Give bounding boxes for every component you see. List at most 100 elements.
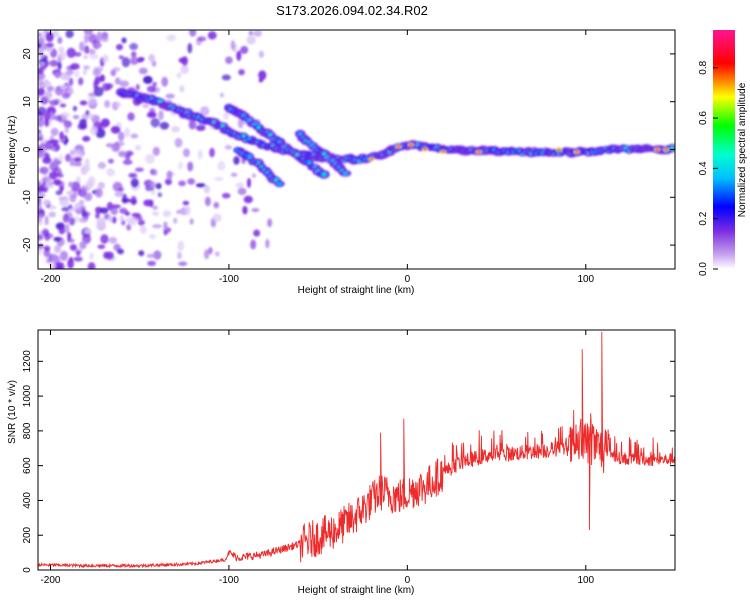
y-tick-label: 200 <box>22 526 33 543</box>
noise-blob <box>248 30 254 36</box>
noise-blob <box>65 190 75 196</box>
hot-spot <box>409 143 413 146</box>
noise-blob <box>95 43 103 48</box>
noise-blob <box>63 120 73 129</box>
noise-blob <box>147 260 157 267</box>
noise-blob <box>73 256 83 262</box>
noise-blob <box>187 43 193 54</box>
noise-blob <box>59 84 69 91</box>
colorbar: 0.0 0.2 0.4 0.6 0.8 Normalized spectral ampl… <box>698 30 748 276</box>
noise-blob <box>131 212 141 218</box>
noise-blob <box>159 121 170 130</box>
noise-blob <box>187 161 194 172</box>
noise-blob <box>67 258 74 269</box>
ridge-blob <box>257 126 260 129</box>
noise-blob <box>152 81 157 87</box>
noise-blob <box>53 179 62 186</box>
noise-blob <box>97 183 106 190</box>
noise-blob <box>84 33 89 44</box>
noise-blob <box>242 205 248 215</box>
noise-blob <box>101 83 111 92</box>
noise-blob <box>116 101 122 108</box>
noise-blob <box>162 210 172 218</box>
snr-x-label: Height of straight line (km) <box>298 585 415 596</box>
noise-blob <box>177 240 185 251</box>
noise-blob <box>214 176 224 182</box>
noise-blob <box>59 250 69 261</box>
noise-blob <box>90 126 98 136</box>
x-tick-label: -100 <box>219 575 239 586</box>
noise-blob <box>87 113 95 119</box>
hot-spot <box>369 157 374 161</box>
noise-blob <box>45 31 54 42</box>
noise-blob <box>118 187 125 192</box>
noise-blob <box>127 112 135 121</box>
noise-blob <box>111 204 121 209</box>
noise-blob <box>38 37 45 45</box>
noise-blob <box>44 215 49 226</box>
colorbar-label: Normalized spectral amplitude <box>737 82 748 217</box>
noise-blob <box>84 192 93 202</box>
noise-blob <box>243 195 253 204</box>
y-tick-label: 1000 <box>22 385 33 408</box>
hot-spot <box>575 150 579 154</box>
noise-blob <box>39 166 49 175</box>
noise-blob <box>43 112 51 121</box>
noise-blob <box>135 83 140 91</box>
noise-blob <box>130 51 137 58</box>
noise-blob <box>240 45 249 54</box>
noise-blob <box>158 110 164 121</box>
noise-blob <box>41 228 50 237</box>
noise-blob <box>115 43 124 51</box>
noise-blob <box>102 54 109 63</box>
noise-blob <box>146 85 157 93</box>
noise-blob <box>68 217 76 226</box>
noise-blob <box>236 50 242 61</box>
noise-blob <box>65 69 74 76</box>
noise-blob <box>108 236 118 244</box>
noise-blob <box>72 114 80 120</box>
noise-blob <box>93 66 104 72</box>
noise-blob <box>66 238 75 243</box>
noise-blob <box>107 158 114 164</box>
noise-blob <box>78 77 84 86</box>
noise-blob <box>143 75 153 84</box>
snr-series-line <box>38 331 675 569</box>
noise-blob <box>204 196 211 207</box>
noise-blob <box>48 171 58 180</box>
noise-blob <box>44 90 53 99</box>
noise-blob <box>73 150 81 155</box>
noise-blob <box>163 230 168 236</box>
ridge-blob <box>276 182 282 186</box>
noise-blob <box>99 207 109 214</box>
x-tick-label: -200 <box>40 274 60 285</box>
noise-blob <box>119 80 130 88</box>
noise-blob <box>181 56 189 67</box>
noise-blob <box>182 148 190 158</box>
noise-blob <box>57 36 63 44</box>
ridge-blob <box>306 160 312 165</box>
noise-blob <box>68 204 73 210</box>
spectrogram-x-label: Height of straight line (km) <box>298 285 415 296</box>
noise-blob <box>146 111 157 118</box>
noise-blob <box>59 131 64 140</box>
noise-blob <box>148 233 156 239</box>
noise-blob <box>38 234 44 241</box>
noise-blob <box>149 107 156 114</box>
noise-blob <box>209 147 215 158</box>
noise-blob <box>84 158 90 168</box>
noise-blob <box>145 154 155 164</box>
ridge-blob <box>275 179 278 182</box>
noise-blob <box>65 30 74 39</box>
noise-blob <box>42 80 52 88</box>
noise-blob <box>38 202 42 212</box>
noise-blob <box>246 35 256 45</box>
noise-blob <box>195 183 206 188</box>
noise-blob <box>99 74 106 83</box>
noise-blob <box>62 213 70 223</box>
noise-blob <box>134 145 142 151</box>
noise-blob <box>178 261 188 267</box>
noise-blob <box>130 178 139 188</box>
noise-blob <box>43 245 51 252</box>
